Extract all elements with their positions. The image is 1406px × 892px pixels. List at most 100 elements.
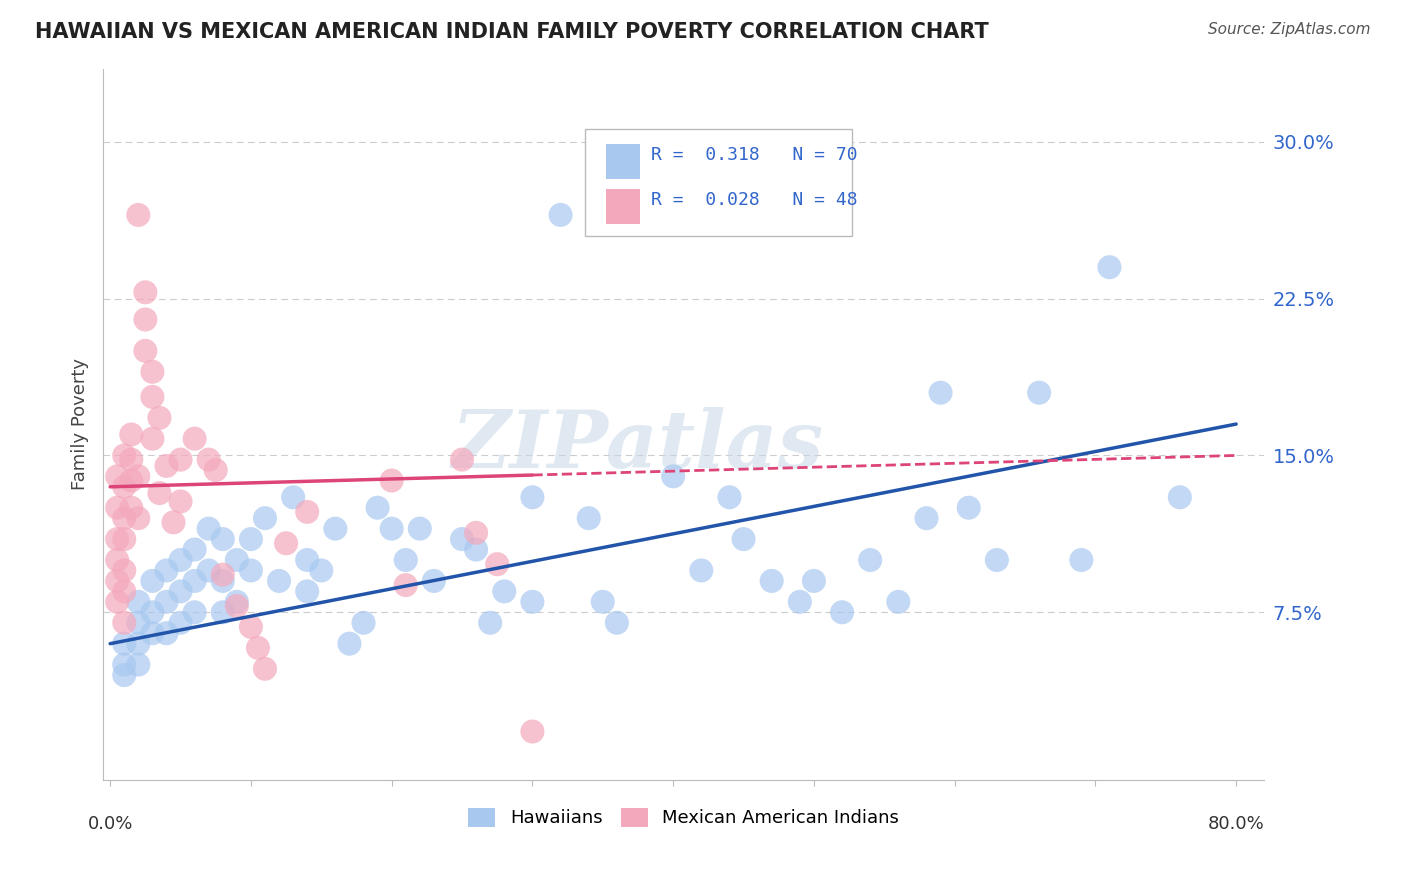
- Point: [239, 564, 262, 578]
- Point: [127, 595, 149, 609]
- Point: [141, 390, 163, 404]
- Point: [141, 626, 163, 640]
- Point: [148, 486, 170, 500]
- Point: [718, 490, 741, 504]
- FancyBboxPatch shape: [585, 129, 852, 235]
- Point: [211, 567, 233, 582]
- Point: [197, 522, 219, 536]
- Point: [522, 724, 544, 739]
- FancyBboxPatch shape: [606, 189, 640, 224]
- Point: [120, 452, 142, 467]
- Legend: Hawaiians, Mexican American Indians: Hawaiians, Mexican American Indians: [461, 801, 907, 835]
- Point: [297, 505, 319, 519]
- Point: [1168, 490, 1191, 504]
- Point: [957, 500, 980, 515]
- Point: [183, 542, 205, 557]
- Point: [733, 532, 755, 546]
- Text: ZIPatlas: ZIPatlas: [451, 407, 824, 484]
- Point: [887, 595, 910, 609]
- Point: [479, 615, 502, 630]
- Point: [297, 584, 319, 599]
- Point: [281, 490, 304, 504]
- Point: [169, 584, 191, 599]
- Point: [550, 208, 572, 222]
- Point: [127, 469, 149, 483]
- Point: [859, 553, 882, 567]
- Point: [127, 657, 149, 672]
- Point: [127, 208, 149, 222]
- Point: [155, 458, 177, 473]
- Text: R =  0.028   N = 48: R = 0.028 N = 48: [651, 191, 858, 210]
- Point: [803, 574, 825, 588]
- Point: [225, 553, 247, 567]
- Point: [986, 553, 1008, 567]
- Point: [239, 620, 262, 634]
- Point: [105, 595, 128, 609]
- Point: [169, 452, 191, 467]
- Point: [183, 574, 205, 588]
- Point: [211, 605, 233, 619]
- Point: [141, 432, 163, 446]
- Point: [141, 365, 163, 379]
- Point: [239, 532, 262, 546]
- Point: [662, 469, 685, 483]
- Point: [606, 615, 628, 630]
- Y-axis label: Family Poverty: Family Poverty: [72, 358, 89, 490]
- Point: [211, 574, 233, 588]
- Point: [155, 595, 177, 609]
- Text: R =  0.318   N = 70: R = 0.318 N = 70: [651, 146, 858, 164]
- Point: [204, 463, 226, 477]
- Point: [183, 432, 205, 446]
- Point: [522, 490, 544, 504]
- Point: [761, 574, 783, 588]
- Point: [381, 522, 404, 536]
- Point: [1070, 553, 1092, 567]
- Point: [112, 532, 135, 546]
- Point: [134, 312, 156, 326]
- Text: HAWAIIAN VS MEXICAN AMERICAN INDIAN FAMILY POVERTY CORRELATION CHART: HAWAIIAN VS MEXICAN AMERICAN INDIAN FAMI…: [35, 22, 988, 42]
- Point: [253, 662, 276, 676]
- Point: [395, 553, 418, 567]
- Text: 80.0%: 80.0%: [1208, 815, 1264, 833]
- Point: [423, 574, 446, 588]
- Point: [494, 584, 516, 599]
- Point: [127, 637, 149, 651]
- Point: [112, 657, 135, 672]
- Point: [225, 599, 247, 613]
- Point: [225, 595, 247, 609]
- Point: [134, 343, 156, 358]
- Point: [395, 578, 418, 592]
- Point: [267, 574, 290, 588]
- Point: [311, 564, 333, 578]
- Point: [112, 668, 135, 682]
- Point: [1098, 260, 1121, 275]
- Point: [451, 452, 474, 467]
- Point: [105, 500, 128, 515]
- Point: [246, 640, 269, 655]
- Point: [690, 564, 713, 578]
- Point: [112, 449, 135, 463]
- Point: [522, 595, 544, 609]
- Point: [465, 542, 488, 557]
- Point: [141, 605, 163, 619]
- Point: [915, 511, 938, 525]
- Point: [197, 564, 219, 578]
- Point: [297, 553, 319, 567]
- FancyBboxPatch shape: [606, 144, 640, 178]
- Point: [197, 452, 219, 467]
- Point: [789, 595, 811, 609]
- Point: [162, 516, 184, 530]
- Point: [105, 553, 128, 567]
- Point: [592, 595, 614, 609]
- Point: [112, 564, 135, 578]
- Point: [253, 511, 276, 525]
- Point: [105, 574, 128, 588]
- Point: [1028, 385, 1050, 400]
- Point: [831, 605, 853, 619]
- Point: [451, 532, 474, 546]
- Point: [134, 285, 156, 300]
- Point: [409, 522, 432, 536]
- Point: [112, 584, 135, 599]
- Point: [274, 536, 297, 550]
- Point: [120, 427, 142, 442]
